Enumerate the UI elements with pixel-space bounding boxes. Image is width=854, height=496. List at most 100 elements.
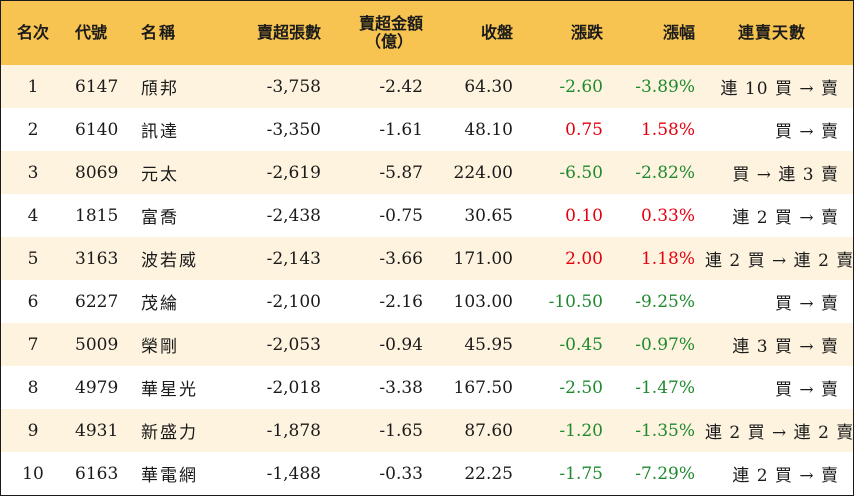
change-cell: -1.75 xyxy=(559,463,603,484)
change-pct-cell: -7.29% xyxy=(635,463,695,484)
streak-cell: 連 3 買 → 賣 xyxy=(732,337,839,357)
net-sell-amount-cell: -3.66 xyxy=(379,248,423,269)
change-pct-cell: -2.82% xyxy=(635,162,695,183)
net-sell-amount-cell: -5.87 xyxy=(379,162,423,183)
net-sell-amount-cell: -2.16 xyxy=(379,291,423,312)
net-sell-lots-cell: -2,143 xyxy=(266,248,321,269)
close-cell: 103.00 xyxy=(453,291,513,312)
close-cell: 87.60 xyxy=(464,420,513,441)
net-sell-lots-cell: -3,350 xyxy=(266,119,321,140)
streak-cell: 買 → 連 3 賣 xyxy=(732,165,839,185)
net-sell-amount-cell: -0.94 xyxy=(379,334,423,355)
change-cell: 0.75 xyxy=(565,119,603,140)
code-cell: 8069 xyxy=(75,162,119,183)
name-cell: 茂綸 xyxy=(141,294,179,314)
close-cell: 22.25 xyxy=(464,463,513,484)
change-pct-cell: 1.18% xyxy=(640,248,695,269)
streak-cell: 買 → 賣 xyxy=(774,122,839,142)
streak-cell: 連 2 買 → 連 2 賣 xyxy=(705,251,854,271)
rank-cell: 6 xyxy=(27,291,39,312)
net-sell-amount-cell: -0.75 xyxy=(379,205,423,226)
net-sell-lots-cell: -2,438 xyxy=(266,205,321,226)
net-sell-lots-cell: -2,053 xyxy=(266,334,321,355)
code-cell: 6140 xyxy=(75,119,119,140)
change-cell: -6.50 xyxy=(559,162,603,183)
change-pct-cell: 1.58% xyxy=(640,119,695,140)
change-pct-cell: -9.25% xyxy=(635,291,695,312)
net-sell-amount-cell: -2.42 xyxy=(379,76,423,97)
name-cell: 訊達 xyxy=(141,122,179,142)
header-name[interactable]: 名稱 xyxy=(141,23,178,42)
table-row[interactable]: 1 6147 頎邦 -3,758 -2.42 64.30 -2.60 -3.89% 連 10 買… xyxy=(1,65,853,108)
rank-cell: 9 xyxy=(27,420,39,441)
table-row[interactable]: 2 6140 訊達 -3,350 -1.61 48.10 0.75 1.58% 買 → 賣 xyxy=(1,108,853,151)
header-net-sell-amount-unit: （億） xyxy=(364,32,413,51)
change-cell: -0.45 xyxy=(559,334,603,355)
change-pct-cell: 0.33% xyxy=(640,205,695,226)
close-cell: 224.00 xyxy=(453,162,513,183)
header-net-sell-amount-line1: 賣超金額 xyxy=(358,14,423,33)
change-pct-cell: -1.47% xyxy=(635,377,695,398)
name-cell: 頎邦 xyxy=(141,79,179,99)
code-cell: 4979 xyxy=(75,377,119,398)
streak-cell: 連 2 買 → 賣 xyxy=(732,208,839,228)
name-cell: 新盛力 xyxy=(141,423,198,443)
table-row[interactable]: 8 4979 華星光 -2,018 -3.38 167.50 -2.50 -1.47% 買 → … xyxy=(1,366,853,409)
change-cell: 2.00 xyxy=(565,248,603,269)
rank-cell: 8 xyxy=(27,377,39,398)
streak-cell: 連 2 買 → 連 2 賣 xyxy=(705,423,854,443)
table-row[interactable]: 3 8069 元太 -2,619 -5.87 224.00 -6.50 -2.82% 買 → 連… xyxy=(1,151,853,194)
header-close[interactable]: 收盤 xyxy=(480,23,513,42)
table-row[interactable]: 7 5009 榮剛 -2,053 -0.94 45.95 -0.45 -0.97% 連 3 買 … xyxy=(1,323,853,366)
name-cell: 波若威 xyxy=(141,251,198,271)
net-sell-lots-cell: -2,018 xyxy=(266,377,321,398)
header-net-sell-lots[interactable]: 賣超張數 xyxy=(256,23,321,42)
code-cell: 6227 xyxy=(75,291,119,312)
net-sell-lots-cell: -2,619 xyxy=(266,162,321,183)
net-sell-lots-cell: -1,488 xyxy=(266,463,321,484)
net-sell-amount-cell: -1.61 xyxy=(379,119,423,140)
change-cell: 0.10 xyxy=(565,205,603,226)
name-cell: 榮剛 xyxy=(141,337,179,357)
net-sell-amount-cell: -1.65 xyxy=(379,420,423,441)
rank-cell: 1 xyxy=(27,76,39,97)
code-cell: 3163 xyxy=(75,248,119,269)
change-pct-cell: -3.89% xyxy=(635,76,695,97)
header-rank[interactable]: 名次 xyxy=(16,23,49,42)
net-sell-amount-cell: -0.33 xyxy=(379,463,423,484)
table-row[interactable]: 4 1815 富喬 -2,438 -0.75 30.65 0.10 0.33% 連 2 買 → … xyxy=(1,194,853,237)
code-cell: 6163 xyxy=(75,463,119,484)
code-cell: 4931 xyxy=(75,420,119,441)
rank-cell: 5 xyxy=(27,248,39,269)
streak-cell: 連 2 買 → 賣 xyxy=(732,466,839,486)
close-cell: 167.50 xyxy=(453,377,513,398)
close-cell: 171.00 xyxy=(453,248,513,269)
rank-cell: 10 xyxy=(22,463,44,484)
table-header-row: 名次 代號 名稱 賣超張數 賣超金額 （億） 收盤 漲跌 漲幅 連賣天數 xyxy=(1,1,853,65)
name-cell: 富喬 xyxy=(141,208,179,228)
streak-cell: 買 → 賣 xyxy=(774,294,839,314)
code-cell: 5009 xyxy=(75,334,119,355)
header-net-sell-amount[interactable]: 賣超金額 （億） xyxy=(331,1,433,65)
streak-cell: 買 → 賣 xyxy=(774,380,839,400)
change-cell: -2.60 xyxy=(559,76,603,97)
rank-cell: 3 xyxy=(27,162,39,183)
change-pct-cell: -1.35% xyxy=(635,420,695,441)
header-streak[interactable]: 連賣天數 xyxy=(737,23,806,42)
header-code[interactable]: 代號 xyxy=(75,23,108,42)
table-row[interactable]: 10 6163 華電網 -1,488 -0.33 22.25 -1.75 -7.29% 連 2 … xyxy=(1,452,853,495)
code-cell: 6147 xyxy=(75,76,119,97)
change-cell: -1.20 xyxy=(559,420,603,441)
table-row[interactable]: 9 4931 新盛力 -1,878 -1.65 87.60 -1.20 -1.35% 連 2 買… xyxy=(1,409,853,452)
net-sell-lots-cell: -2,100 xyxy=(266,291,321,312)
close-cell: 45.95 xyxy=(464,334,513,355)
streak-cell: 連 10 買 → 賣 xyxy=(720,79,839,99)
header-change-pct[interactable]: 漲幅 xyxy=(662,23,695,42)
close-cell: 30.65 xyxy=(464,205,513,226)
table-row[interactable]: 5 3163 波若威 -2,143 -3.66 171.00 2.00 1.18% 連 2 買 … xyxy=(1,237,853,280)
net-sell-lots-cell: -1,878 xyxy=(266,420,321,441)
name-cell: 元太 xyxy=(141,165,179,185)
header-change[interactable]: 漲跌 xyxy=(570,23,603,42)
table-row[interactable]: 6 6227 茂綸 -2,100 -2.16 103.00 -10.50 -9.25% 買 → … xyxy=(1,280,853,323)
